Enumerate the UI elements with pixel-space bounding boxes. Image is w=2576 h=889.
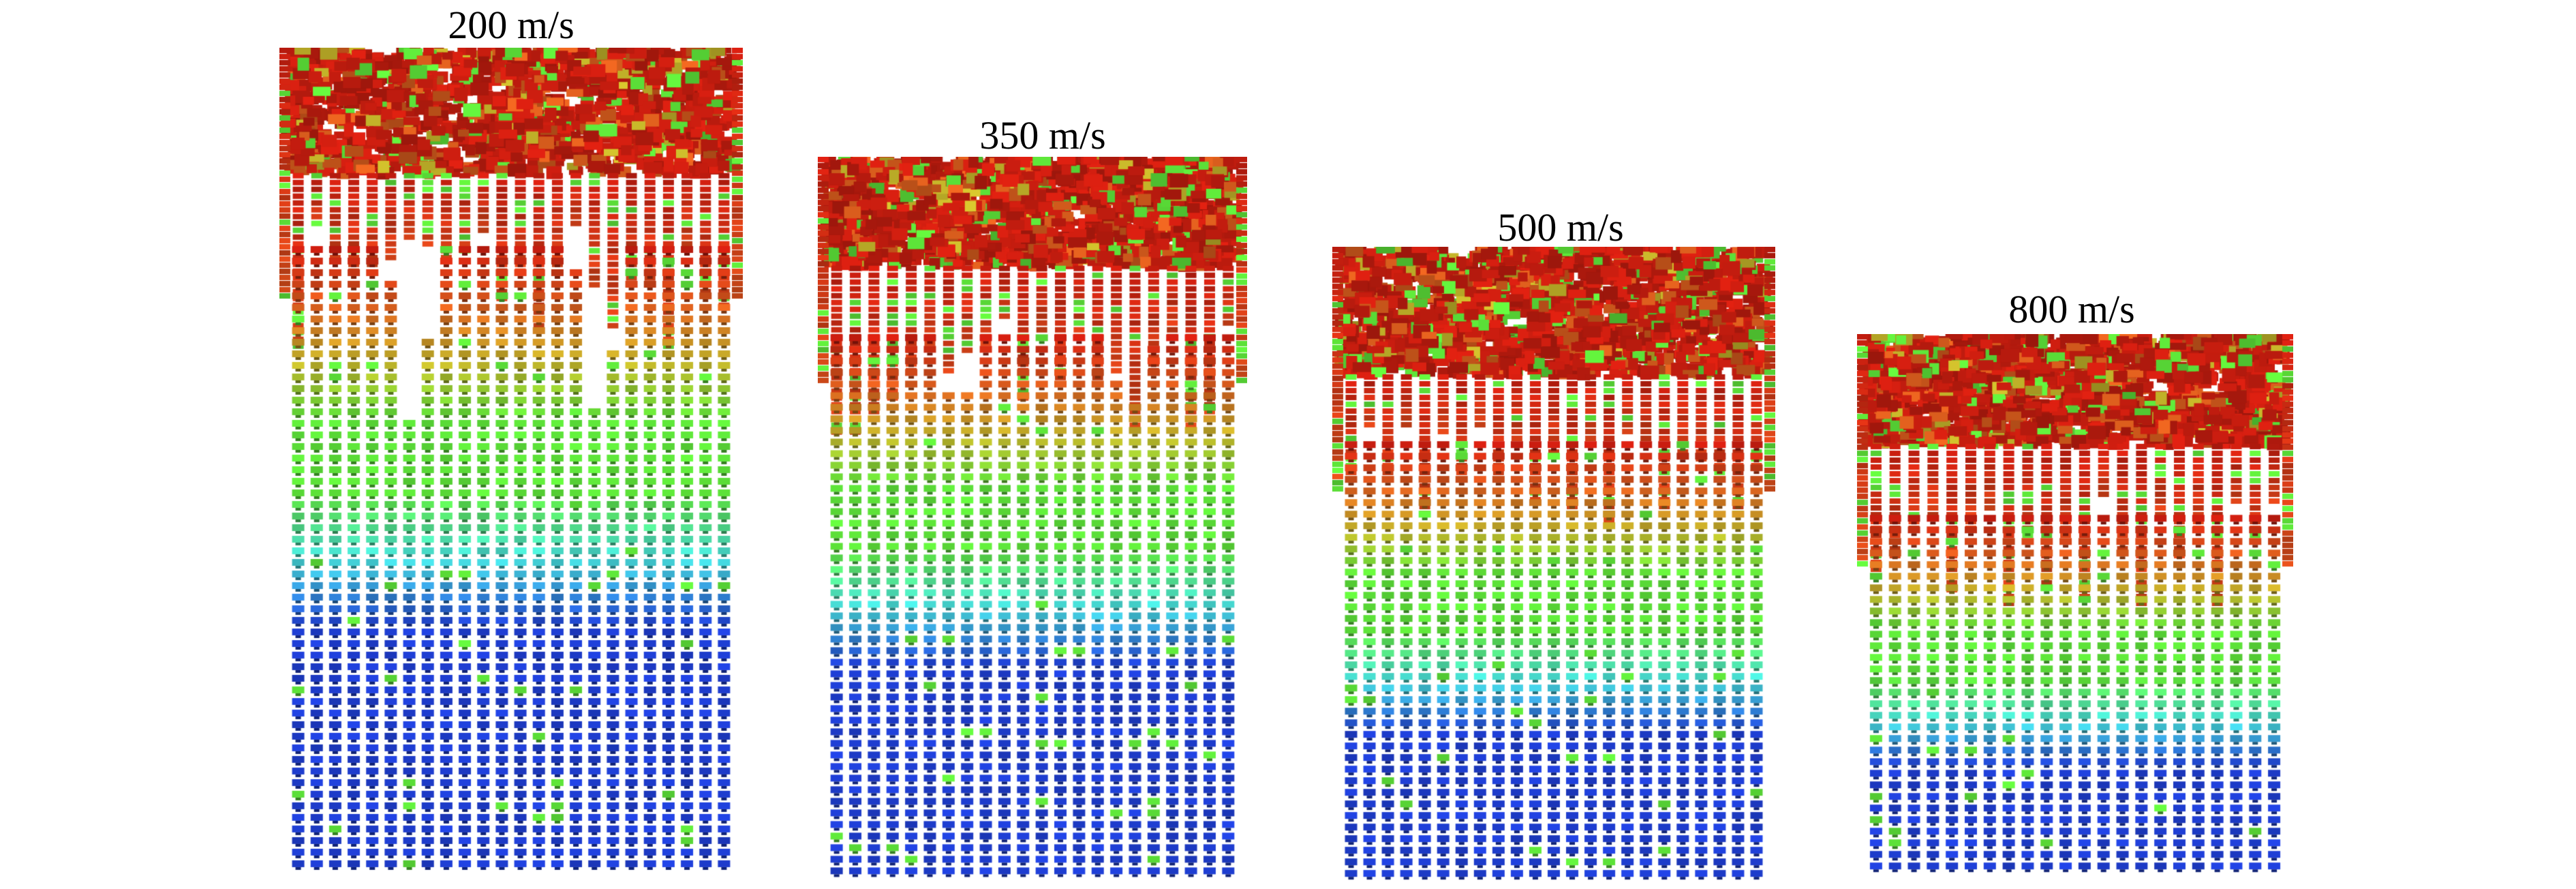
particle-column-500 bbox=[1332, 247, 1775, 884]
particle-column-200 bbox=[279, 48, 743, 883]
particle-column-800 bbox=[1857, 334, 2293, 883]
particle-column-350 bbox=[818, 157, 1247, 883]
panel-title-200: 200 m/s bbox=[448, 3, 574, 47]
panel-title-800: 800 m/s bbox=[2008, 287, 2135, 331]
panel-title-350: 350 m/s bbox=[979, 113, 1106, 157]
panel-title-500: 500 m/s bbox=[1497, 205, 1624, 250]
